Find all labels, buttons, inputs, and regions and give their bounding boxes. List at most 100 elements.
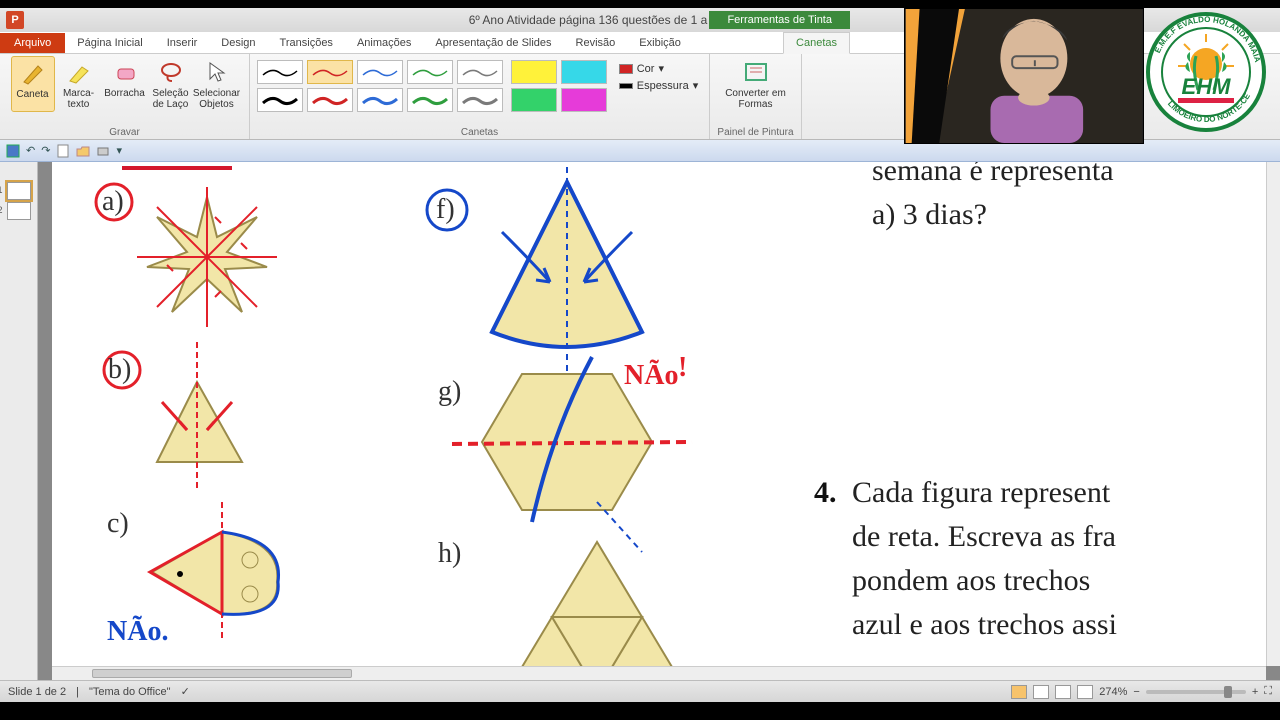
pen-swatch[interactable]: [257, 88, 303, 112]
highlighter-swatch[interactable]: [511, 88, 557, 112]
ribbon-group-paint: Converter em Formas Painel de Pintura: [710, 54, 802, 139]
pen-swatch[interactable]: [407, 60, 453, 84]
group-label-paint: Painel de Pintura: [710, 127, 801, 138]
cursor-icon: [203, 58, 231, 86]
zoom-out-icon[interactable]: −: [1133, 686, 1139, 698]
convert-icon: [742, 58, 770, 86]
open-icon[interactable]: [76, 144, 90, 158]
tab-slideshow[interactable]: Apresentação de Slides: [423, 33, 563, 53]
color-dropdown[interactable]: Cor ▾: [619, 62, 699, 75]
pen-options: Cor ▾ Espessura ▾: [615, 56, 703, 112]
color-label: Cor: [637, 63, 655, 75]
highlighter-icon: [65, 58, 93, 86]
slide-canvas-area: a) b): [38, 162, 1280, 680]
q4-l3: pondem aos trechos: [852, 564, 1090, 597]
qat-more-icon[interactable]: ▾: [116, 144, 122, 157]
tool-eraser-label: Borracha: [104, 88, 145, 99]
tool-pen-label: Caneta: [16, 89, 48, 100]
right-top-text: semana é representa: [872, 162, 1114, 187]
label-f: f): [436, 194, 455, 225]
print-icon[interactable]: [96, 144, 110, 158]
school-logo: E.M.E.F EVALDO HOLANDA MAIA LIMOEIRO DO …: [1146, 12, 1266, 132]
pen-swatch[interactable]: [357, 88, 403, 112]
svg-text:EHM: EHM: [1182, 74, 1232, 99]
right-a-text: a) 3 dias?: [872, 198, 987, 231]
view-sorter[interactable]: [1033, 685, 1049, 699]
tab-transitions[interactable]: Transições: [268, 33, 345, 53]
pen-swatch[interactable]: [407, 88, 453, 112]
theme-name: "Tema do Office": [89, 686, 171, 698]
highlighter-swatch[interactable]: [511, 60, 557, 84]
zoom-in-icon[interactable]: +: [1252, 686, 1258, 698]
thickness-icon: [619, 83, 633, 89]
highlighter-gallery[interactable]: [511, 56, 607, 112]
thumbnail-1[interactable]: 1: [7, 182, 31, 200]
pen-swatch[interactable]: [357, 60, 403, 84]
status-bar: Slide 1 de 2 | "Tema do Office" ✓ 274% −…: [0, 680, 1280, 702]
annot-nao-c: NÃo.: [107, 616, 168, 647]
zoom-value: 274%: [1099, 686, 1127, 698]
label-c: c): [107, 508, 129, 539]
zoom-slider[interactable]: [1146, 690, 1246, 694]
tool-select-label: Selecionar Objetos: [193, 88, 240, 110]
tab-animations[interactable]: Animações: [345, 33, 423, 53]
tab-pens[interactable]: Canetas: [783, 32, 850, 54]
label-g: g): [438, 376, 461, 407]
thickness-dropdown[interactable]: Espessura ▾: [619, 79, 699, 92]
eraser-icon: [111, 58, 139, 86]
tab-design[interactable]: Design: [209, 33, 267, 53]
tab-view[interactable]: Exibição: [627, 33, 693, 53]
slide-thumbnails: 1 2: [0, 162, 38, 680]
ribbon-group-pens: Cor ▾ Espessura ▾ Canetas: [250, 54, 710, 139]
redo-icon[interactable]: ↷: [41, 144, 50, 157]
vertical-scrollbar[interactable]: [1266, 162, 1280, 666]
thumbnail-2[interactable]: 2: [7, 202, 31, 220]
contextual-tab-title: Ferramentas de Tinta: [709, 11, 850, 29]
new-icon[interactable]: [56, 144, 70, 158]
annot-nao-g: NÃo: [624, 360, 678, 391]
horizontal-scrollbar[interactable]: [52, 666, 1266, 680]
view-slideshow[interactable]: [1077, 685, 1093, 699]
highlighter-swatch[interactable]: [561, 88, 607, 112]
group-label-pens: Canetas: [250, 127, 709, 138]
tool-eraser[interactable]: Borracha: [103, 56, 147, 112]
view-normal[interactable]: [1011, 685, 1027, 699]
label-h: h): [438, 538, 461, 569]
view-reading[interactable]: [1055, 685, 1071, 699]
tool-lasso[interactable]: Seleção de Laço: [149, 56, 193, 112]
thickness-label: Espessura: [637, 80, 689, 92]
label-a: a): [102, 186, 124, 217]
q4-num: 4.: [814, 476, 837, 509]
pen-swatch[interactable]: [307, 88, 353, 112]
workspace: 1 2 a): [0, 162, 1280, 680]
convert-to-shapes[interactable]: Converter em Formas: [716, 56, 796, 112]
tool-highlighter-label: Marca-texto: [59, 88, 99, 110]
slide[interactable]: a) b): [52, 162, 1266, 666]
tab-file[interactable]: Arquivo: [0, 33, 65, 53]
color-swatch-icon: [619, 64, 633, 74]
fit-to-window-icon[interactable]: ⛶: [1264, 685, 1272, 698]
app-logo: P: [6, 11, 24, 29]
pen-swatch[interactable]: [257, 60, 303, 84]
pen-swatch[interactable]: [457, 88, 503, 112]
convert-label: Converter em Formas: [718, 88, 794, 110]
save-icon[interactable]: [6, 144, 20, 158]
hscroll-thumb[interactable]: [92, 669, 352, 678]
lasso-icon: [157, 58, 185, 86]
tab-home[interactable]: Página Inicial: [65, 33, 154, 53]
tab-insert[interactable]: Inserir: [155, 33, 210, 53]
spellcheck-icon[interactable]: ✓: [181, 685, 190, 698]
pen-swatch[interactable]: [307, 60, 353, 84]
tab-review[interactable]: Revisão: [564, 33, 628, 53]
q4-l1: Cada figura represent: [852, 476, 1111, 509]
pen-gallery[interactable]: [257, 56, 503, 112]
webcam-overlay: [904, 8, 1144, 144]
undo-icon[interactable]: ↶: [26, 144, 35, 157]
pen-swatch[interactable]: [457, 60, 503, 84]
group-label-write: Gravar: [0, 127, 249, 138]
tool-lasso-label: Seleção de Laço: [151, 88, 191, 110]
highlighter-swatch[interactable]: [561, 60, 607, 84]
tool-select-objects[interactable]: Selecionar Objetos: [195, 56, 239, 112]
tool-highlighter[interactable]: Marca-texto: [57, 56, 101, 112]
tool-pen[interactable]: Caneta: [11, 56, 55, 112]
